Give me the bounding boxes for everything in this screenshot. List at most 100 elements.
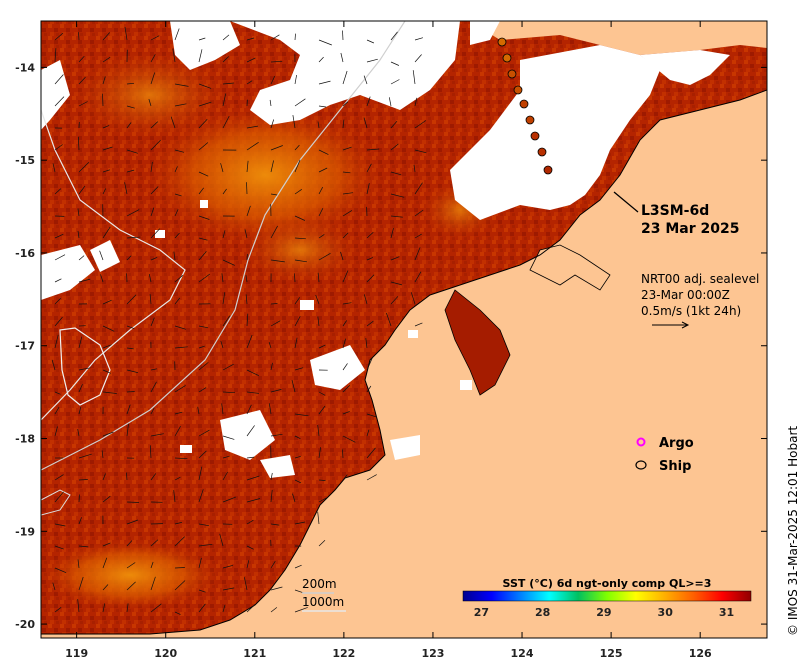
current-arrow	[414, 271, 422, 283]
current-arrow	[342, 320, 347, 327]
current-arrow	[101, 450, 104, 459]
current-arrow	[174, 193, 182, 197]
current-arrow	[102, 188, 107, 195]
current-arrow	[126, 169, 135, 173]
current-arrow	[149, 445, 152, 459]
current-arrow	[414, 233, 422, 239]
current-arrow	[52, 582, 56, 591]
current-arrow	[174, 209, 179, 217]
current-arrow	[54, 334, 59, 349]
current-arrow	[78, 545, 89, 548]
current-arrow	[198, 101, 212, 107]
current-arrow	[174, 275, 184, 283]
current-arrow	[363, 75, 368, 85]
current-arrow	[245, 294, 248, 305]
current-arrow	[54, 144, 63, 151]
current-arrow	[294, 189, 302, 195]
current-arrow	[246, 545, 254, 550]
y-tick-label: -18	[15, 433, 35, 446]
warm-patch	[70, 50, 230, 140]
current-arrow	[268, 403, 272, 415]
product-date: 23 Mar 2025	[641, 221, 739, 237]
current-arrow	[366, 58, 378, 63]
current-arrow	[126, 540, 133, 547]
current-arrow	[342, 30, 344, 41]
current-arrow	[174, 426, 181, 437]
current-arrow	[198, 325, 209, 329]
y-tick-label: -20	[15, 618, 35, 631]
current-arrow	[51, 359, 56, 371]
bathy-1000m-contour	[41, 109, 186, 421]
current-arrow	[342, 411, 350, 415]
current-arrow	[318, 479, 326, 481]
current-arrow	[390, 215, 403, 218]
current-arrow	[318, 234, 325, 239]
current-arrow	[366, 357, 373, 371]
current-arrow	[270, 523, 280, 526]
bathy-200m-label: 200m	[302, 577, 337, 591]
current-arrow	[198, 450, 207, 459]
current-arrow	[246, 456, 255, 459]
colorbar-tick-label: 30	[658, 606, 674, 619]
current-arrow	[174, 457, 188, 460]
current-arrow	[318, 391, 326, 396]
current-arrow	[294, 215, 306, 221]
current-arrow	[410, 292, 416, 305]
current-arrow	[198, 237, 208, 241]
current-arrow	[54, 96, 65, 107]
current-arrow	[222, 587, 235, 591]
current-arrow	[54, 278, 62, 283]
current-arrow	[198, 489, 204, 503]
current-arrow	[150, 186, 159, 195]
current-arrow	[270, 225, 278, 239]
current-arrow	[54, 523, 66, 527]
current-arrow	[414, 182, 423, 195]
current-info-line2: 23-Mar 00:00Z	[641, 288, 730, 302]
current-arrow	[198, 187, 204, 195]
current-arrow	[317, 121, 320, 129]
current-arrow	[270, 145, 283, 151]
legend-ship-label: Ship	[659, 459, 691, 474]
current-arrow	[414, 247, 421, 261]
current-arrow	[126, 325, 135, 330]
bathy-island-contour	[59, 327, 111, 406]
current-arrow	[150, 603, 162, 613]
current-arrow	[294, 237, 306, 240]
current-arrow	[366, 413, 377, 418]
current-arrow	[246, 80, 253, 85]
inlet-water	[444, 289, 511, 396]
plot-area	[41, 21, 767, 638]
current-arrow	[366, 274, 375, 283]
current-arrow	[126, 391, 135, 393]
current-arrow	[222, 455, 230, 459]
current-arrow	[54, 607, 62, 613]
current-arrow	[270, 34, 280, 41]
current-arrow	[102, 557, 108, 569]
current-arrow	[414, 149, 427, 154]
current-arrow	[294, 337, 298, 349]
current-arrow	[318, 167, 328, 173]
current-arrow	[77, 230, 80, 239]
current-arrow	[318, 447, 321, 459]
current-arrow	[126, 149, 139, 154]
current-arrow	[246, 142, 259, 151]
current-arrow	[150, 72, 156, 85]
current-arrow	[174, 385, 186, 393]
current-arrow	[78, 384, 83, 393]
current-arrow	[124, 182, 128, 195]
current-arrow	[54, 188, 62, 195]
y-tick-label: -16	[15, 247, 35, 260]
current-arrow	[342, 302, 352, 305]
current-arrow	[78, 494, 80, 503]
current-arrow	[317, 424, 320, 437]
current-arrow	[246, 37, 255, 41]
current-arrow	[246, 334, 253, 349]
current-arrow	[172, 48, 176, 63]
product-pointer-line	[613, 191, 639, 213]
current-arrow	[198, 251, 207, 261]
current-arrow	[126, 105, 135, 109]
current-arrow	[150, 139, 161, 151]
current-arrow	[102, 542, 111, 547]
current-arrow	[197, 406, 200, 415]
current-arrow	[102, 584, 109, 591]
